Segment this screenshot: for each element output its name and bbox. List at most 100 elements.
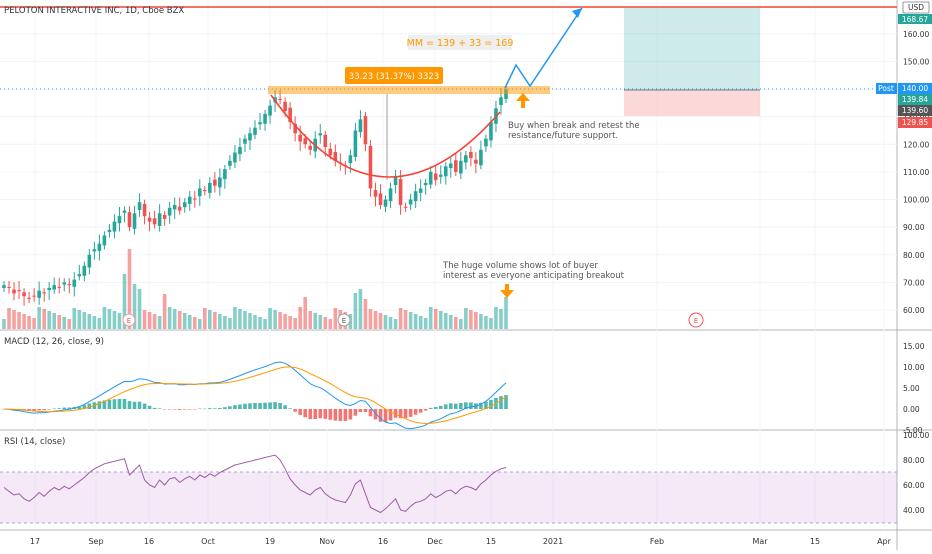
candle-body [87, 254, 92, 268]
macd-hist-bar [428, 407, 433, 409]
macd-line[interactable] [3, 361, 507, 430]
target-price-tag [898, 14, 932, 24]
volume-bar [268, 308, 272, 329]
candle-body [408, 199, 413, 205]
currency-button[interactable] [902, 1, 930, 14]
projection-path[interactable] [504, 7, 583, 89]
volume-bar [37, 307, 41, 329]
volume-bar [187, 315, 192, 329]
candle-body [208, 182, 212, 193]
target-zone[interactable] [624, 8, 760, 90]
currency-label: USD [908, 3, 924, 12]
macd-hist-bar [258, 402, 262, 409]
time-tick-label: 15 [486, 537, 496, 546]
time-axis[interactable]: 17 Sep 16 Oct 19 Nov 16 Dec 15 2021 Feb Mar 15 Apr [30, 537, 892, 546]
candle-body [67, 284, 72, 286]
time-tick-label: Apr [877, 537, 892, 546]
post-tag [876, 83, 897, 94]
macd-hist-bar [484, 401, 488, 409]
volume-bar [288, 316, 292, 329]
price-tick-label: 100.00 [903, 196, 929, 205]
macd-axis[interactable]: 15.00 10.00 5.00 0.00 -5.00 [903, 342, 925, 435]
volume-bar [213, 312, 217, 329]
measured-move-label: MM = 139 + 33 = 169 [407, 38, 514, 49]
volume-bar [418, 316, 423, 329]
candle-body [107, 229, 112, 233]
macd-tick-label: 10.00 [903, 363, 925, 372]
candle-body [213, 179, 217, 186]
volume-bar [147, 312, 152, 329]
macd-hist-bar [393, 409, 398, 418]
rsi-band [0, 472, 897, 523]
macd-hist-bar [433, 406, 438, 409]
target-price-label: 168.67 [902, 15, 928, 24]
candle-body [253, 127, 257, 135]
candle-body [358, 119, 363, 133]
candle-body [142, 203, 147, 217]
macd-hist-bar [197, 408, 202, 410]
last-price-tag [898, 94, 932, 105]
time-tick-label: 15 [810, 537, 820, 546]
macd-hist-bar [117, 398, 122, 409]
macd-hist-bar [454, 403, 458, 409]
macd-hist-bar [32, 409, 36, 412]
macd-hist-bar [52, 408, 56, 410]
resistance-band[interactable] [268, 86, 550, 94]
candle-body [82, 265, 87, 276]
cup-curve[interactable] [270, 94, 501, 178]
volume-bar [177, 311, 182, 329]
candle-body [187, 196, 192, 204]
signal-line[interactable] [3, 366, 507, 425]
volume-bar [82, 312, 87, 329]
candle-body [228, 160, 232, 166]
candle-body [469, 151, 473, 159]
candle-body [132, 213, 137, 229]
candle-body [268, 105, 272, 116]
candle-body [177, 206, 182, 211]
time-tick-label: Nov [319, 537, 335, 546]
macd-hist-bar [333, 409, 338, 421]
volume-bar [52, 313, 56, 329]
macd-tick-label: 0.00 [903, 405, 920, 414]
macd-hist-bar [403, 409, 408, 419]
rsi-line[interactable] [3, 454, 507, 514]
post-price-label: 140.00 [902, 84, 928, 93]
macd-hist-bar [157, 408, 162, 409]
macd-hist-bar [67, 407, 72, 409]
volume-bars [2, 249, 508, 329]
candle-body [303, 138, 307, 145]
volume-bar [358, 289, 363, 329]
volume-bar [67, 319, 72, 329]
macd-hist-bar [489, 399, 493, 409]
macd-hist-bar [398, 409, 403, 419]
rsi-axis[interactable]: 100.00 80.00 60.00 40.00 [903, 431, 929, 515]
candle-body [238, 147, 242, 155]
time-tick-label: 16 [144, 537, 154, 546]
volume-bar [308, 311, 313, 329]
candle-body [368, 145, 373, 189]
earnings-marker-3[interactable]: E [688, 312, 704, 328]
volume-bar [318, 315, 323, 329]
macd-hist-bar [192, 409, 197, 410]
candle-body [223, 169, 227, 180]
macd-hist-bar [132, 401, 137, 409]
candle-body [448, 163, 453, 169]
earnings-marker-1[interactable]: E [122, 313, 136, 327]
earnings-marker-2[interactable]: E [337, 313, 351, 327]
candle-body [388, 188, 393, 202]
volume-bar [97, 318, 102, 329]
volume-bar [398, 308, 403, 329]
rsi-tick-label: 60.00 [903, 481, 925, 490]
macd-hist-bar [318, 409, 323, 419]
post-price-tag [898, 83, 932, 94]
macd-hist-bar [203, 408, 207, 410]
macd-hist-bar [343, 409, 348, 421]
stop-zone[interactable] [624, 90, 760, 116]
candle-body [42, 292, 46, 294]
macd-hist-bar [57, 408, 62, 409]
candle-body [12, 289, 16, 294]
macd-hist-bar [313, 409, 318, 420]
volume-bar [117, 313, 122, 329]
